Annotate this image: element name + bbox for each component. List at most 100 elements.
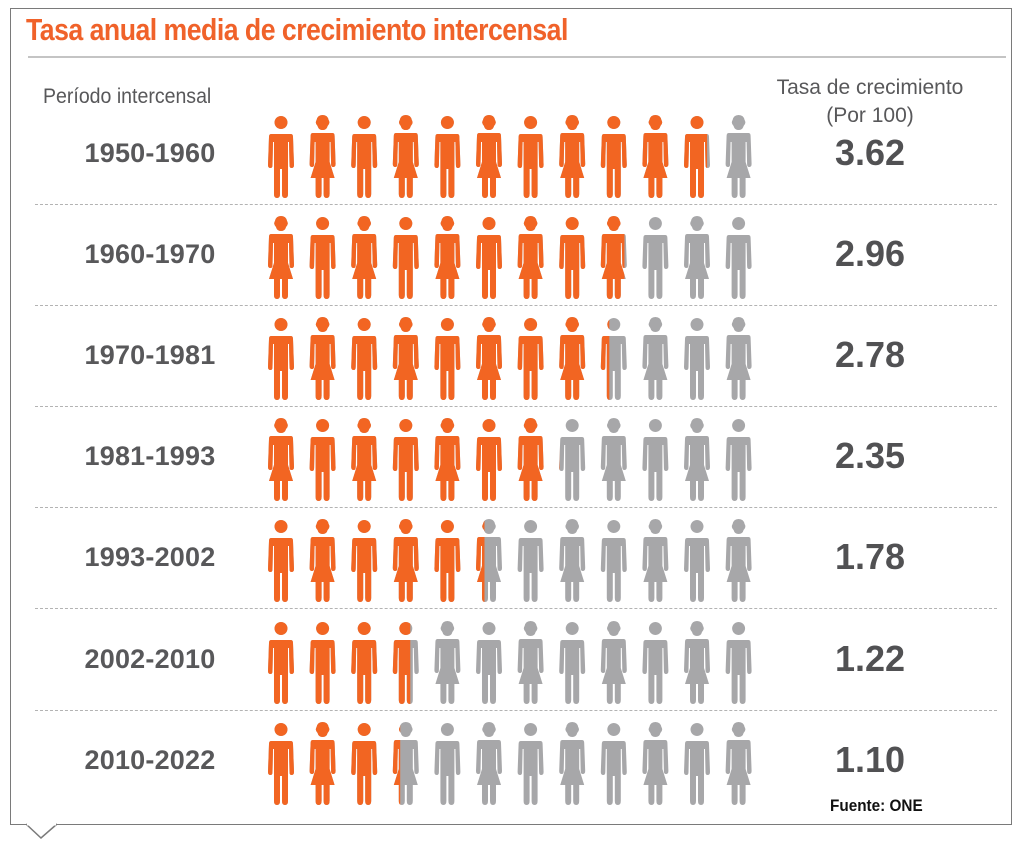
female-figure-icon [392,722,419,805]
male-figure-icon [476,419,502,501]
filled-portion [309,622,336,704]
row-divider [35,204,997,205]
female-figure-icon [517,418,544,501]
male-figure-icon [434,318,461,400]
row-divider [35,507,997,508]
filled-portion [309,115,336,198]
male-figure-icon [309,217,336,299]
male-figure-icon [434,116,461,198]
filled-portion [434,116,461,198]
period-label: 2010-2022 [84,745,216,775]
female-figure-icon [517,621,544,704]
filled-portion [268,520,294,602]
male-figure-icon [268,622,294,704]
pictogram [268,216,752,299]
filled-portion [476,115,502,198]
rate-value: 1.22 [834,638,906,679]
filled-portion [517,418,544,501]
filled-portion [309,519,336,602]
filled-portion [559,317,586,400]
filled-portion [434,216,461,299]
chart-title: Tasa anual media de crecimiento intercen… [26,12,568,47]
male-figure-icon [517,116,544,198]
filled-portion [351,723,378,805]
filled-portion [351,318,378,400]
filled-portion [309,419,336,501]
male-figure-icon [351,723,378,805]
female-figure-icon [642,519,669,602]
male-figure-icon [559,419,586,501]
female-figure-icon [351,418,378,501]
filled-portion [268,116,294,198]
filled-portion [392,217,419,299]
male-figure-icon [517,318,544,400]
female-figure-icon [642,115,669,198]
female-figure-icon [725,519,752,602]
filled-portion [559,217,586,299]
male-figure-icon [476,622,502,704]
male-figure-icon [684,116,710,198]
filled-portion [600,116,627,198]
male-figure-icon [684,520,710,602]
row-divider [35,710,997,711]
female-figure-icon [725,115,752,198]
pictogram-row: 1950-1960 3.62 [0,104,1024,205]
female-figure-icon [434,418,461,501]
filled-portion [351,418,378,501]
female-figure-icon [309,115,336,198]
female-figure-icon [725,722,752,805]
male-figure-icon [351,116,378,198]
filled-portion [517,318,544,400]
pictogram [268,115,752,198]
pictogram-row: 1960-1970 2.96 [0,205,1024,306]
female-figure-icon [642,722,669,805]
female-figure-icon [642,317,669,400]
pictogram [268,418,752,501]
female-figure-icon [684,216,710,299]
female-figure-icon [559,317,586,400]
filled-portion [392,419,419,501]
period-label: 1970-1981 [84,340,216,370]
male-figure-icon [600,723,627,805]
filled-portion [434,418,461,501]
male-figure-icon [268,520,294,602]
rate-header-line2: (Por 100) [826,104,914,127]
filled-portion [392,115,419,198]
filled-portion [559,456,560,470]
female-figure-icon [309,722,336,805]
title-underline [28,56,1006,58]
filled-portion [476,317,502,400]
female-figure-icon [684,621,710,704]
period-label: 1950-1960 [84,138,216,168]
female-figure-icon [392,115,419,198]
female-figure-icon [476,115,502,198]
pictogram-row: 2010-2022 1.10 [0,711,1024,812]
filled-portion [392,725,401,805]
male-figure-icon [309,419,336,501]
female-figure-icon [559,722,586,805]
rate-value: 2.96 [834,233,906,274]
rate-value: 2.78 [834,334,906,375]
pictogram-row: 1970-1981 2.78 [0,306,1024,407]
female-figure-icon [600,621,627,704]
filled-portion [434,520,461,602]
filled-portion [684,116,708,198]
filled-portion [476,217,502,299]
female-figure-icon [268,216,294,299]
rate-column-header: Tasa de crecimiento (Por 100) [748,74,992,130]
filled-portion [268,318,294,400]
pictogram [268,621,752,704]
male-figure-icon [351,622,378,704]
male-figure-icon [268,318,294,400]
male-figure-icon [351,318,378,400]
male-figure-icon [642,217,669,299]
filled-portion [600,319,610,400]
pictogram-row: 2002-2010 1.22 [0,610,1024,711]
male-figure-icon [600,116,627,198]
filled-portion [309,722,336,805]
filled-portion [309,217,336,299]
female-figure-icon [309,519,336,602]
filled-portion [476,419,502,501]
row-divider [35,608,997,609]
pictogram [268,519,752,602]
